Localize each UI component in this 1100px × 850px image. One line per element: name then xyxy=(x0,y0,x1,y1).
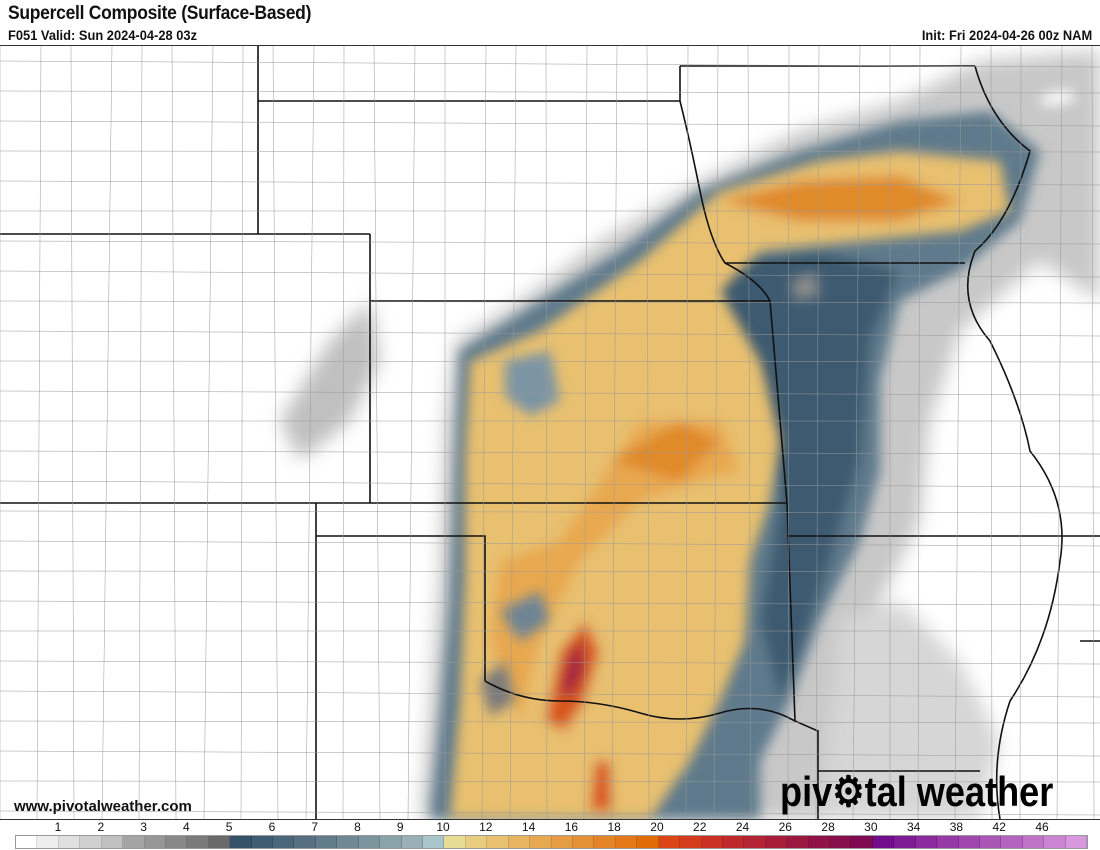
colorbar-swatch xyxy=(273,836,295,848)
colorbar-label: 42 xyxy=(992,820,1006,834)
colorbar-swatch xyxy=(615,836,638,848)
colorbar-swatch xyxy=(765,836,788,848)
colorbar-label: 9 xyxy=(396,820,404,834)
colorbar-label: 28 xyxy=(821,820,835,834)
colorbar-label: 16 xyxy=(564,820,579,834)
colorbar-swatch xyxy=(1022,836,1045,848)
colorbar-swatch xyxy=(787,836,809,848)
colorbar-swatch xyxy=(1065,836,1088,848)
colorbar-swatch xyxy=(1001,836,1023,848)
colorbar-swatch xyxy=(551,836,573,848)
colorbar-label: 20 xyxy=(650,820,664,834)
colorbar-swatch xyxy=(401,836,424,848)
colorbar-swatch xyxy=(487,836,509,848)
colorbar-swatch xyxy=(808,836,831,848)
colorbar-swatch xyxy=(979,836,1002,848)
colorbar-swatch xyxy=(722,836,745,848)
colorbar-label: 3 xyxy=(140,820,147,834)
colorbar-label: 46 xyxy=(1035,820,1049,834)
colorbar-swatch xyxy=(701,836,723,848)
colorbar-label: 24 xyxy=(735,820,750,834)
colorbar-label: 7 xyxy=(311,820,319,834)
colorbar-label: 22 xyxy=(693,820,707,834)
colorbar-swatch xyxy=(294,836,316,848)
colorbar-swatch xyxy=(572,836,595,848)
colorbar-label: 8 xyxy=(354,820,361,834)
colorbar-swatch xyxy=(380,836,402,848)
colorbar-swatch xyxy=(744,836,766,848)
map-title: Supercell Composite (Surface-Based) xyxy=(8,3,312,24)
colorbar-label: 26 xyxy=(778,820,792,834)
colorbar-label: 4 xyxy=(183,820,190,834)
colorbar-swatch xyxy=(315,836,338,848)
colorbar-swatch xyxy=(444,836,466,848)
colorbar-swatch xyxy=(894,836,916,848)
colorbar-swatch xyxy=(37,836,59,848)
colorbar-label: 5 xyxy=(225,820,233,834)
colorbar-swatch xyxy=(337,836,359,848)
colorbar-swatch xyxy=(594,836,616,848)
colorbar-label: 1 xyxy=(54,820,62,834)
colorbar-swatch xyxy=(230,836,252,848)
colorbar-labels: 1 2 3 4 5 6 7 8 9 10 12 14 16 18 20 22 24 26 28 30 34 38 42 46 xyxy=(0,820,1100,834)
colorbar-swatch xyxy=(937,836,959,848)
colorbar-label: 38 xyxy=(949,820,964,834)
colorbar-label: 30 xyxy=(864,820,878,834)
colorbar-label: 18 xyxy=(607,820,621,834)
colorbar-label: 2 xyxy=(97,820,105,834)
colorbar-swatch xyxy=(680,836,702,848)
colorbar-swatch xyxy=(123,836,145,848)
init-time: Init: Fri 2024-04-26 00z NAM xyxy=(921,27,1092,43)
valid-time: F051 Valid: Sun 2024-04-28 03z xyxy=(8,27,198,43)
colorbar-swatch xyxy=(915,836,938,848)
colorbar-swatch xyxy=(144,836,166,848)
colorbar-swatch xyxy=(658,836,681,848)
colorbar-label: 10 xyxy=(436,820,450,834)
colorbar-swatch xyxy=(101,836,124,848)
colorbar-swatch xyxy=(423,836,445,848)
colorbar-swatch xyxy=(251,836,274,848)
colorbar-swatch xyxy=(358,836,381,848)
watermark-url: www.pivotalweather.com xyxy=(14,798,192,815)
gear-icon: ⚙ xyxy=(832,768,865,815)
colorbar-swatch xyxy=(530,836,552,848)
colorbar-swatch xyxy=(465,836,488,848)
colorbar-swatch xyxy=(165,836,188,848)
colorbar-swatch xyxy=(872,836,895,848)
colorbar-swatch xyxy=(508,836,531,848)
colorbar-swatch xyxy=(830,836,852,848)
colorbar-label: 12 xyxy=(479,820,493,834)
colorbar-label: 14 xyxy=(521,820,536,834)
state-borders xyxy=(0,46,1100,819)
county-lines xyxy=(0,46,1100,819)
county-grid xyxy=(0,46,1100,819)
map-canvas xyxy=(0,45,1100,820)
colorbar-swatch xyxy=(1044,836,1066,848)
pivotal-weather-logo: piv⚙tal weather xyxy=(780,768,1054,815)
colorbar xyxy=(15,835,1088,849)
colorbar-swatch xyxy=(851,836,873,848)
colorbar-swatch xyxy=(80,836,102,848)
colorbar-swatch xyxy=(958,836,980,848)
colorbar-swatch xyxy=(58,836,81,848)
colorbar-label: 6 xyxy=(268,820,276,834)
colorbar-swatch xyxy=(16,836,38,848)
colorbar-label: 34 xyxy=(906,820,921,834)
colorbar-swatch xyxy=(637,836,659,848)
colorbar-swatch xyxy=(187,836,209,848)
colorbar-swatch xyxy=(208,836,231,848)
